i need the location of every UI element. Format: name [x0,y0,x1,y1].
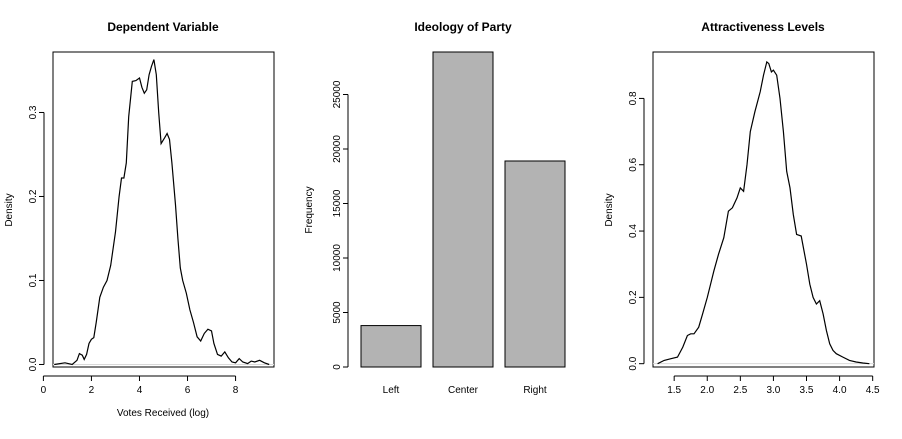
y-tick-label: 5000 [332,301,343,324]
panel1-x-ticks: 0 2 4 6 8 [41,375,239,396]
panel1-marks [53,59,274,366]
y-tick-label: 0.1 [28,273,39,287]
y-tick-label: 0.0 [28,357,39,371]
panel2-y-axis-label: Frequency [304,186,315,233]
bar-center [432,51,494,368]
x-tick-label: 4.5 [866,385,880,396]
category-label: Right [523,385,547,396]
bar-left [360,325,422,368]
x-tick-label: 3.5 [800,385,814,396]
x-tick-label: 6 [185,385,191,396]
panel-ideology-of-party: Ideology of Party Frequency 0 5000 10000 15… [304,20,566,396]
panel2-marks: Left Center Right [360,51,566,396]
panel3-x-ticks: 1.5 2.0 2.5 3.0 3.5 4.0 4.5 [667,375,880,396]
y-tick-label: 0.6 [628,157,639,171]
panel-dependent-variable: Dependent Variable Votes Received (log) … [4,20,275,419]
y-tick-label: 0.0 [628,356,639,370]
x-tick-label: 4 [137,385,143,396]
panel1-y-axis-label: Density [4,193,15,226]
density-curve [657,60,870,365]
y-tick-label: 0.2 [28,189,39,203]
panel1-plot-box [52,51,275,368]
x-tick-label: 4.0 [833,385,847,396]
x-tick-label: 2.5 [733,385,747,396]
y-tick-label: 0.4 [628,224,639,238]
category-label: Center [448,385,479,396]
bar-right [504,160,566,368]
x-tick-label: 8 [233,385,239,396]
panel-attractiveness-levels: Attractiveness Levels Density 1.5 2.0 2.5 3… [604,20,880,396]
x-tick-label: 1.5 [667,385,681,396]
x-tick-label: 3.0 [766,385,780,396]
panel1-y-ticks: 0.0 0.1 0.2 0.3 [28,105,45,371]
panel1-title: Dependent Variable [107,20,219,34]
panel3-y-axis-label: Density [604,193,615,226]
panel1-x-axis-label: Votes Received (log) [117,408,209,419]
density-curve [54,59,270,366]
y-tick-label: 20000 [332,135,343,163]
x-tick-label: 2.0 [700,385,714,396]
y-tick-label: 25000 [332,80,343,108]
x-tick-label: 0 [41,385,47,396]
y-tick-label: 0.8 [628,91,639,105]
x-tick-label: 2 [89,385,95,396]
panel2-title: Ideology of Party [414,20,512,34]
panel3-plot-box [652,51,875,368]
panel3-title: Attractiveness Levels [701,20,825,34]
y-tick-label: 10000 [332,244,343,272]
category-label: Left [383,385,400,396]
y-tick-label: 0.2 [628,290,639,304]
panel2-y-ticks: 0 5000 10000 15000 20000 25000 [332,80,349,370]
y-tick-label: 15000 [332,189,343,217]
y-tick-label: 0.3 [28,105,39,119]
y-tick-label: 0 [332,364,343,370]
panel3-y-ticks: 0.0 0.2 0.4 0.6 0.8 [628,91,645,371]
panel3-marks [653,60,874,365]
